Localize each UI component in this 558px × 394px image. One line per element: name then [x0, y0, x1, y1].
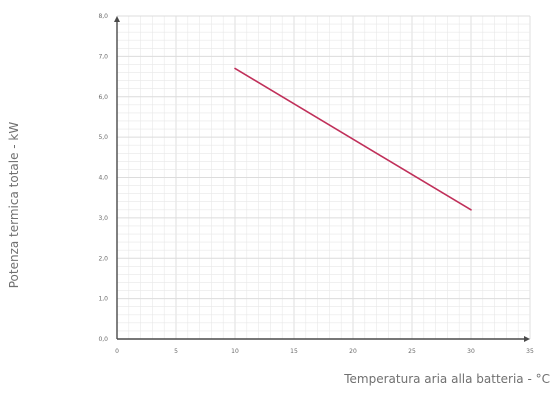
y-tick-label: 8,0: [98, 13, 108, 20]
x-tick-label: 5: [174, 348, 178, 355]
y-tick-label: 7,0: [98, 53, 108, 60]
x-axis-title: Temperatura aria alla batteria - °C: [344, 372, 550, 386]
x-tick-label: 25: [408, 348, 416, 355]
series-line: [234, 67, 472, 211]
x-tick-label: 0: [115, 348, 119, 355]
y-tick-label: 1,0: [98, 296, 108, 303]
y-tick-label: 2,0: [98, 255, 108, 262]
x-axis-arrow: [524, 336, 530, 342]
y-tick-label: 3,0: [98, 215, 108, 222]
y-axis-arrow: [114, 16, 120, 22]
x-tick-label: 20: [349, 348, 357, 355]
x-tick-label: 10: [231, 348, 239, 355]
y-tick-label: 6,0: [98, 94, 108, 101]
y-tick-label: 5,0: [98, 134, 108, 141]
x-tick-label: 15: [290, 348, 298, 355]
x-tick-label: 30: [467, 348, 475, 355]
y-tick-label: 4,0: [98, 175, 108, 182]
x-tick-label: 35: [526, 348, 534, 355]
y-tick-label: 0,0: [98, 336, 108, 343]
